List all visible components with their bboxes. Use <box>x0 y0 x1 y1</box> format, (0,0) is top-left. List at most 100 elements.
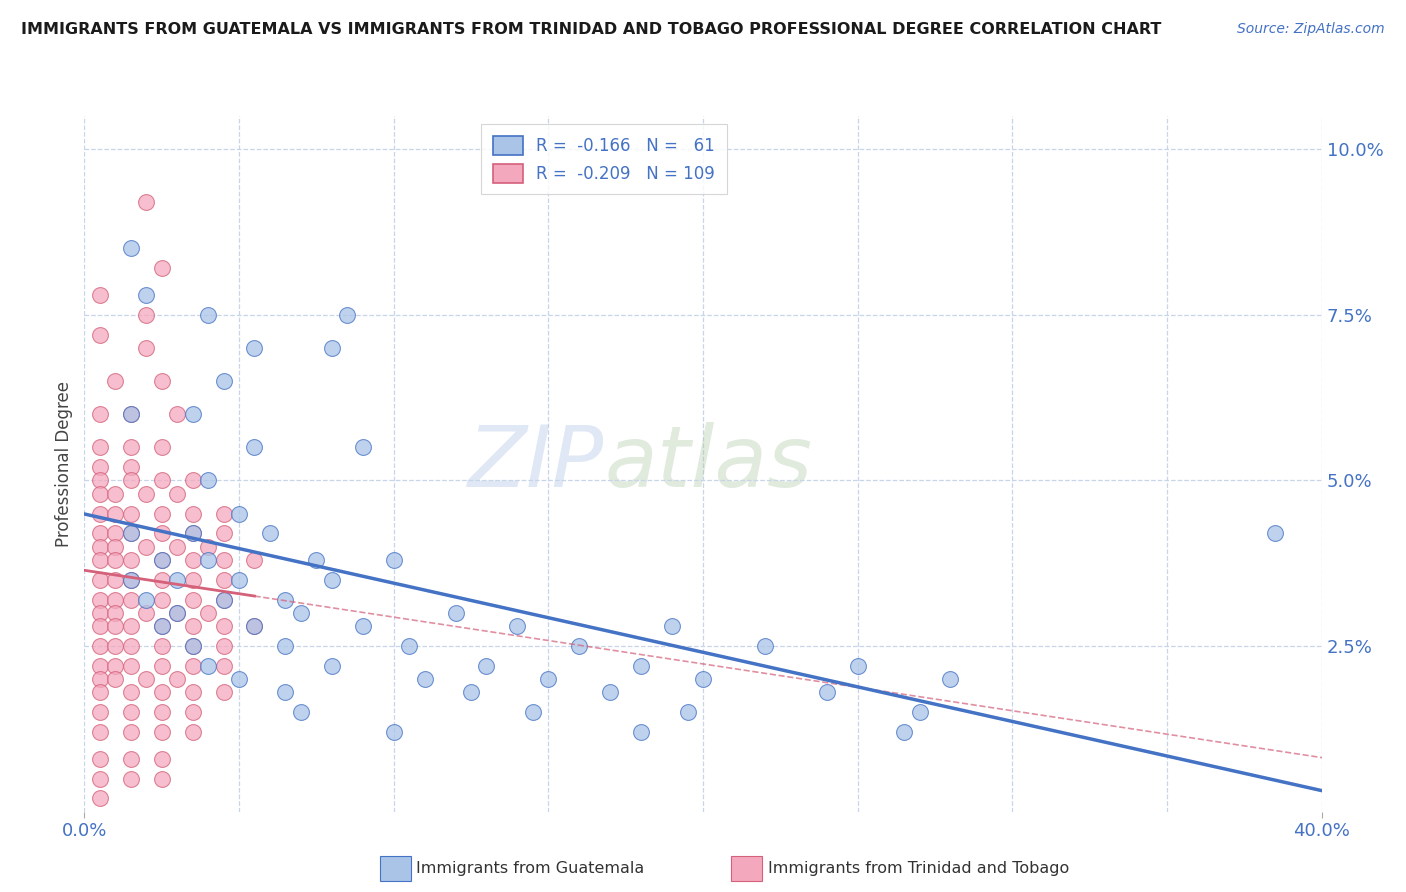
Point <box>382 553 405 567</box>
Point <box>259 526 281 541</box>
Point <box>120 685 142 699</box>
Point <box>212 592 235 607</box>
Legend: R =  -0.166   N =   61, R =  -0.209   N = 109: R = -0.166 N = 61, R = -0.209 N = 109 <box>481 124 727 194</box>
Point <box>305 553 328 567</box>
Point <box>89 606 111 620</box>
Point <box>89 659 111 673</box>
Point <box>150 474 173 488</box>
Point <box>120 772 142 786</box>
Text: Immigrants from Trinidad and Tobago: Immigrants from Trinidad and Tobago <box>768 862 1069 876</box>
Point <box>89 540 111 554</box>
Point <box>89 440 111 454</box>
Point <box>150 619 173 633</box>
Point <box>212 639 235 653</box>
Point <box>243 341 266 355</box>
Point <box>104 606 127 620</box>
Point <box>212 659 235 673</box>
Point <box>166 606 188 620</box>
Point <box>181 592 204 607</box>
Point <box>352 619 374 633</box>
Point <box>568 639 591 653</box>
Point <box>181 526 204 541</box>
Point <box>89 619 111 633</box>
Point <box>104 540 127 554</box>
Point <box>150 553 173 567</box>
Point <box>120 553 142 567</box>
Point <box>120 407 142 421</box>
Point <box>150 725 173 739</box>
Point <box>166 606 188 620</box>
Point <box>120 639 142 653</box>
Point <box>181 725 204 739</box>
Point <box>150 619 173 633</box>
Point <box>212 507 235 521</box>
Point <box>89 526 111 541</box>
Point <box>290 706 312 720</box>
Point <box>150 772 173 786</box>
Point <box>181 639 204 653</box>
Point <box>243 619 266 633</box>
Point <box>166 486 188 500</box>
Point <box>522 706 544 720</box>
Point <box>274 639 297 653</box>
Point <box>243 440 266 454</box>
Point <box>150 659 173 673</box>
Point <box>166 407 188 421</box>
Point <box>89 639 111 653</box>
Point <box>89 507 111 521</box>
Point <box>120 460 142 475</box>
Point <box>413 672 436 686</box>
Point <box>939 672 962 686</box>
Point <box>815 685 838 699</box>
Point <box>89 407 111 421</box>
Point <box>89 288 111 302</box>
Point <box>352 440 374 454</box>
Point <box>274 592 297 607</box>
Point <box>150 507 173 521</box>
Point <box>197 308 219 322</box>
Point <box>120 619 142 633</box>
Point <box>537 672 560 686</box>
Point <box>460 685 482 699</box>
Text: Source: ZipAtlas.com: Source: ZipAtlas.com <box>1237 22 1385 37</box>
Point <box>120 474 142 488</box>
Point <box>120 573 142 587</box>
Point <box>181 407 204 421</box>
Point <box>661 619 683 633</box>
Point <box>212 573 235 587</box>
Point <box>630 659 652 673</box>
Point <box>336 308 359 322</box>
Point <box>120 706 142 720</box>
Point <box>120 592 142 607</box>
Text: atlas: atlas <box>605 422 813 506</box>
Point <box>181 526 204 541</box>
Point <box>120 573 142 587</box>
Point <box>181 573 204 587</box>
Point <box>104 639 127 653</box>
Point <box>181 553 204 567</box>
Point <box>120 407 142 421</box>
Point <box>212 619 235 633</box>
Point <box>506 619 529 633</box>
Point <box>846 659 869 673</box>
Text: ZIP: ZIP <box>468 422 605 506</box>
Point <box>104 553 127 567</box>
Point <box>181 619 204 633</box>
Point <box>1264 526 1286 541</box>
Point <box>104 659 127 673</box>
Point <box>135 606 157 620</box>
Point <box>150 592 173 607</box>
Point <box>181 685 204 699</box>
Point <box>181 706 204 720</box>
Point <box>692 672 714 686</box>
Point <box>150 553 173 567</box>
Point <box>228 573 250 587</box>
Point <box>893 725 915 739</box>
Point <box>444 606 467 620</box>
Point <box>197 474 219 488</box>
Point <box>104 619 127 633</box>
Point <box>398 639 420 653</box>
Point <box>908 706 931 720</box>
Point <box>166 540 188 554</box>
Point <box>150 440 173 454</box>
